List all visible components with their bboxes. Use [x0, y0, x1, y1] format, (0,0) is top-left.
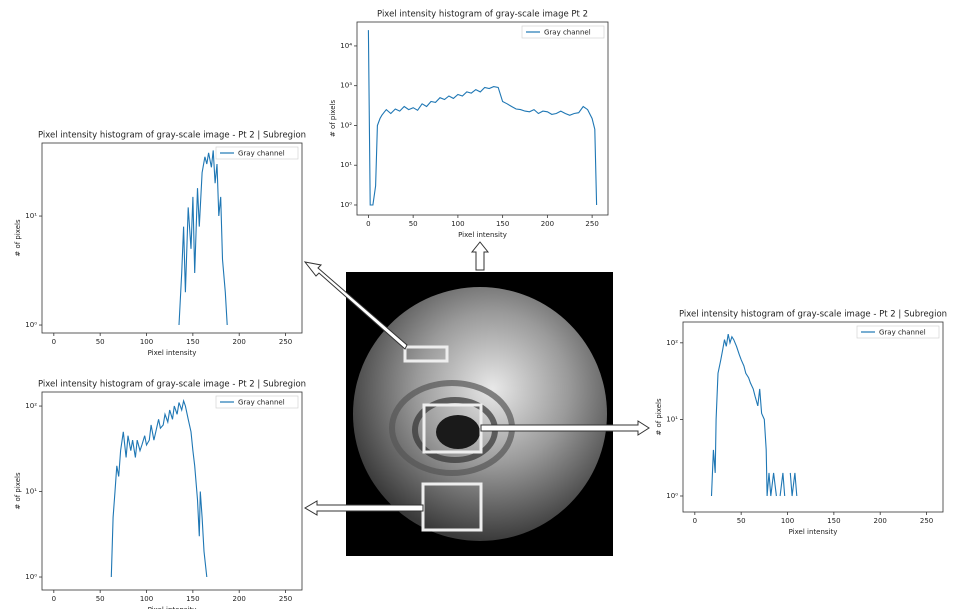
endoscopic-image [346, 272, 613, 556]
y-tick-label: 10⁰ [25, 573, 37, 581]
plot-frame [356, 21, 609, 216]
chart-title: Pixel intensity histogram of gray-scale … [38, 131, 306, 141]
plot-frame [41, 142, 303, 334]
y-tick-label: 10⁴ [340, 42, 352, 50]
x-tick-label: 0 [52, 595, 56, 603]
data-line [110, 398, 208, 578]
y-tick-label: 10¹ [25, 212, 37, 220]
x-tick-label: 50 [409, 220, 418, 228]
y-axis-label: # of pixels [14, 219, 22, 257]
x-tick-label: 0 [52, 338, 56, 346]
x-tick-label: 0 [693, 517, 697, 525]
x-tick-label: 250 [585, 220, 598, 228]
x-tick-label: 150 [186, 338, 199, 346]
plot-frame [682, 321, 944, 513]
chart-panel: Pixel intensity histogram of gray-scale … [14, 380, 306, 609]
x-tick-label: 50 [96, 338, 105, 346]
y-tick-label: 10² [666, 339, 678, 347]
y-tick-label: 10⁰ [340, 201, 352, 209]
x-tick-label: 100 [451, 220, 464, 228]
x-tick-label: 150 [496, 220, 509, 228]
chart-panel: Pixel intensity histogram of gray-scale … [14, 131, 306, 358]
x-tick-label: 200 [233, 595, 246, 603]
x-tick-label: 100 [781, 517, 794, 525]
y-tick-label: 10⁰ [666, 492, 678, 500]
chart-panel: Pixel intensity histogram of gray-scale … [655, 310, 947, 537]
legend-box [215, 395, 299, 409]
y-tick-label: 10¹ [666, 415, 678, 423]
y-tick-label: 10² [340, 121, 352, 129]
x-axis-label: Pixel intensity [789, 528, 838, 536]
x-tick-label: 150 [827, 517, 840, 525]
x-tick-label: 0 [366, 220, 370, 228]
x-axis-label: Pixel intensity [148, 349, 197, 357]
y-tick-label: 10¹ [340, 161, 352, 169]
y-axis-label: # of pixels [655, 398, 663, 436]
plot-frame [41, 391, 303, 591]
arrows [303, 241, 650, 516]
chart-title: Pixel intensity histogram of gray-scale … [377, 10, 588, 20]
x-tick-label: 150 [186, 595, 199, 603]
x-tick-label: 100 [140, 595, 153, 603]
legend-box [856, 325, 940, 339]
x-axis-label: Pixel intensity [458, 231, 507, 239]
y-axis-label: # of pixels [329, 100, 337, 138]
data-line [367, 30, 598, 206]
chart-title: Pixel intensity histogram of gray-scale … [679, 310, 947, 320]
chart-title: Pixel intensity histogram of gray-scale … [38, 380, 306, 390]
legend-label: Gray channel [238, 150, 285, 158]
x-tick-label: 200 [541, 220, 554, 228]
x-axis-label: Pixel intensity [148, 606, 197, 609]
x-tick-label: 250 [279, 338, 292, 346]
x-tick-label: 50 [737, 517, 746, 525]
x-tick-label: 200 [874, 517, 887, 525]
x-tick-label: 250 [279, 595, 292, 603]
y-axis-label: # of pixels [14, 472, 22, 510]
data-line [710, 333, 798, 497]
x-tick-label: 200 [233, 338, 246, 346]
legend-label: Gray channel [544, 29, 591, 37]
x-tick-label: 50 [96, 595, 105, 603]
data-line [178, 150, 228, 326]
legend-label: Gray channel [238, 399, 285, 407]
y-tick-label: 10³ [340, 82, 352, 90]
x-tick-label: 100 [140, 338, 153, 346]
legend-label: Gray channel [879, 329, 926, 337]
chart-panel: Pixel intensity histogram of gray-scale … [329, 10, 609, 239]
legend-box [521, 25, 605, 39]
y-tick-label: 10² [25, 402, 37, 410]
x-tick-label: 250 [920, 517, 933, 525]
y-tick-label: 10⁰ [25, 321, 37, 329]
legend-box [215, 146, 299, 160]
y-tick-label: 10¹ [25, 488, 37, 496]
